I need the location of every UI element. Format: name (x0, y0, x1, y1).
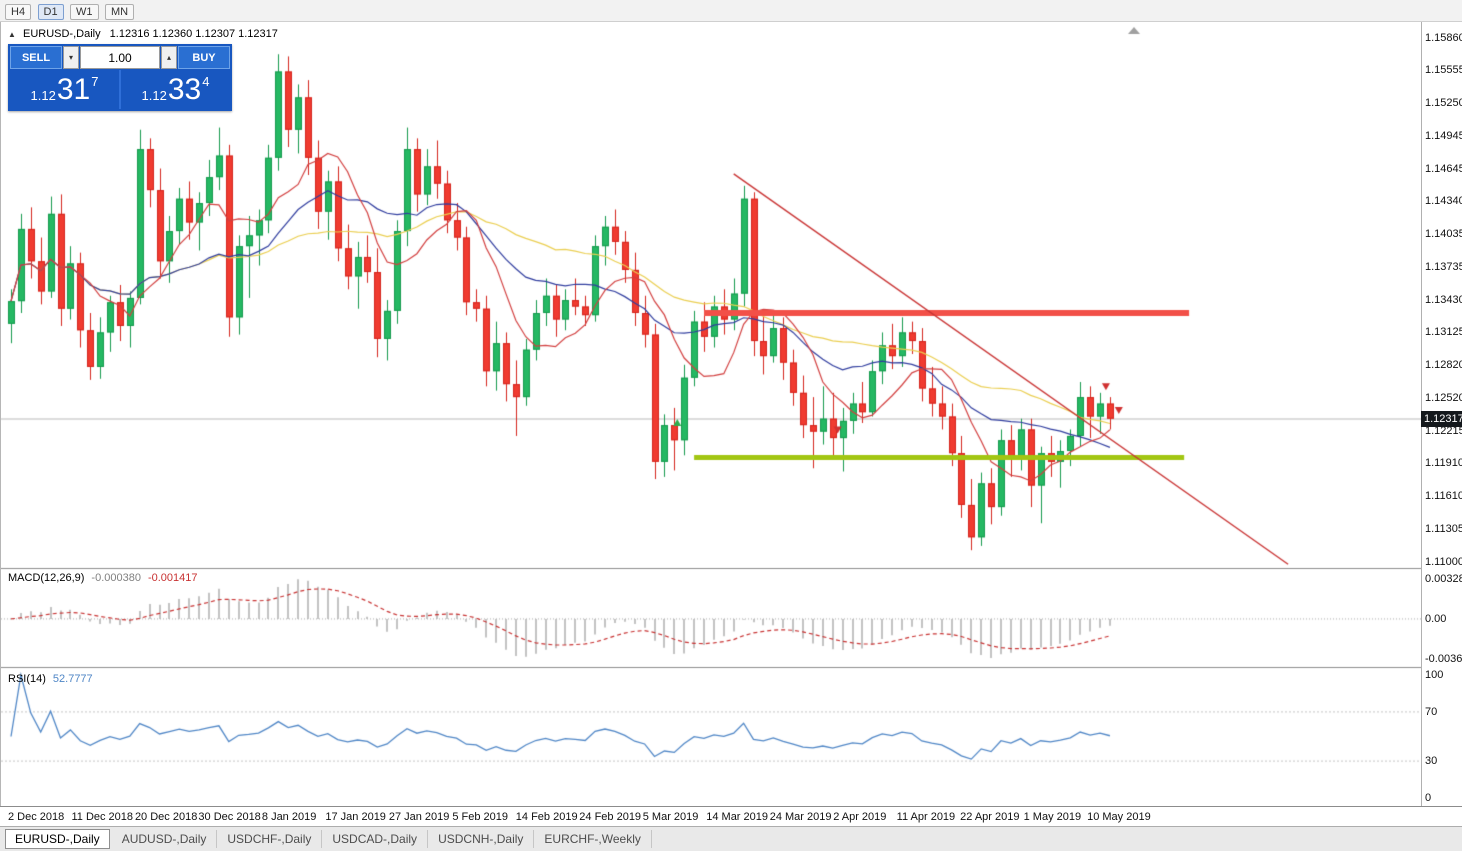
price-axis-label: 1.11000 (1425, 555, 1462, 568)
date-axis-label: 14 Mar 2019 (706, 811, 768, 823)
price-axis-label: 1.14945 (1425, 130, 1462, 143)
date-axis-label: 24 Feb 2019 (579, 811, 642, 823)
last-price-tag: 1.12317 (1421, 411, 1462, 427)
chart-tab-usdchf-daily[interactable]: USDCHF-,Daily (217, 830, 323, 848)
timeframe-button-h4[interactable]: H4 (5, 4, 32, 20)
price-axis-label: 1.15250 (1425, 97, 1462, 110)
date-axis-label: 20 Dec 2018 (134, 811, 198, 823)
rsi-value: 52.7777 (52, 673, 93, 685)
macd-axis-label: 0.003287 (1425, 573, 1462, 585)
one-click-toggle-icon[interactable]: ▲ (8, 30, 16, 39)
sell-price[interactable]: 1.12 31 7 (10, 70, 119, 109)
macd-main-value: -0.000380 (91, 572, 141, 584)
sell-price-big-digits: 31 (56, 72, 91, 106)
sell-button[interactable]: SELL (10, 46, 62, 69)
timeframe-button-d1[interactable]: D1 (37, 4, 64, 20)
price-axis-label: 1.11305 (1425, 522, 1462, 535)
price-axis-label: 1.14645 (1425, 162, 1462, 175)
price-divider (119, 70, 121, 109)
date-axis-label: 2 Dec 2018 (8, 811, 65, 823)
date-axis-label: 10 May 2019 (1087, 811, 1151, 823)
chevron-down-icon: ▾ (68, 53, 73, 62)
sell-price-pip-digit: 7 (91, 74, 99, 89)
buy-price[interactable]: 1.12 33 4 (121, 70, 230, 109)
buy-price-pip-digit: 4 (202, 74, 210, 89)
volume-increase-button[interactable]: ▴ (161, 46, 177, 69)
chart-title: ▲ EURUSD-,Daily 1.12316 1.12360 1.12307 … (8, 28, 278, 40)
chart-tab-usdcad-daily[interactable]: USDCAD-,Daily (322, 830, 429, 848)
macd-label: MACD(12,26,9) (8, 572, 85, 584)
chart-tab-audusd-daily[interactable]: AUDUSD-,Daily (112, 830, 218, 848)
timeframe-toolbar: H4 D1 W1 MN (0, 0, 1462, 22)
sell-price-prefix: 1.12 (30, 88, 56, 103)
rsi-label: RSI(14) (8, 673, 46, 685)
macd-axis-label: -0.003659 (1425, 653, 1462, 665)
date-axis-label: 8 Jan 2019 (261, 811, 317, 823)
rsi-axis-label: 0 (1425, 792, 1432, 804)
price-axis-label: 1.12520 (1425, 391, 1462, 404)
price-axis-label: 1.12820 (1425, 359, 1462, 372)
price-axis-label: 1.14340 (1425, 195, 1462, 208)
date-axis[interactable]: 2 Dec 2018 11 Dec 2018 20 Dec 2018 30 Dec 2… (0, 806, 1462, 826)
rsi-axis-label: 30 (1425, 755, 1438, 768)
price-chart-canvas[interactable] (1, 24, 1421, 806)
chart-symbol-label: EURUSD-,Daily (22, 28, 101, 40)
date-axis-label: 24 Mar 2019 (769, 811, 832, 823)
macd-signal-value: -0.001417 (147, 572, 198, 584)
chart-tab-usdcnh-daily[interactable]: USDCNH-,Daily (428, 830, 535, 848)
date-axis-label: 5 Mar 2019 (642, 811, 699, 823)
date-axis-label: 17 Jan 2019 (325, 811, 386, 823)
price-axis-label: 1.11910 (1425, 457, 1462, 470)
rsi-axis-label: 100 (1425, 669, 1444, 681)
chart-tab-bar: EURUSD-,Daily AUDUSD-,Daily USDCHF-,Daily U… (0, 826, 1462, 851)
date-axis-label: 14 Feb 2019 (515, 811, 578, 823)
rsi-axis-label: 70 (1425, 705, 1438, 718)
date-axis-label: 22 Apr 2019 (960, 811, 1020, 823)
chevron-up-icon: ▴ (166, 53, 171, 62)
buy-button[interactable]: BUY (178, 46, 230, 69)
date-axis-label: 27 Jan 2019 (388, 811, 450, 823)
price-axis-label: 1.13430 (1425, 293, 1462, 306)
buy-price-big-digits: 33 (167, 72, 202, 106)
timeframe-button-w1[interactable]: W1 (70, 4, 99, 20)
buy-price-prefix: 1.12 (141, 88, 167, 103)
date-axis-label: 11 Dec 2018 (71, 811, 134, 823)
chart-ohlc-values: 1.12316 1.12360 1.12307 1.12317 (109, 28, 278, 40)
price-axis-label: 1.15860 (1425, 31, 1462, 44)
volume-decrease-button[interactable]: ▾ (63, 46, 79, 69)
price-axis-label: 1.15555 (1425, 64, 1462, 77)
price-axis-label: 1.13735 (1425, 260, 1462, 273)
date-axis-label: 2 Apr 2019 (833, 811, 887, 823)
price-axis-label: 1.12215 (1425, 424, 1462, 437)
macd-header: MACD(12,26,9) -0.000380 -0.001417 (8, 572, 198, 584)
chart-tab-eurchf-weekly[interactable]: EURCHF-,Weekly (534, 830, 652, 848)
price-axis-label: 1.14035 (1425, 228, 1462, 241)
rsi-header: RSI(14) 52.7777 (8, 673, 93, 685)
date-axis-label: 5 Feb 2019 (452, 811, 508, 823)
timeframe-button-mn[interactable]: MN (104, 4, 135, 20)
volume-input[interactable] (80, 46, 160, 69)
date-axis-label: 1 May 2019 (1023, 811, 1082, 823)
price-axis-label: 1.11610 (1425, 489, 1462, 502)
date-axis-label: 30 Dec 2018 (198, 811, 261, 823)
chart-tab-eurusd-daily[interactable]: EURUSD-,Daily (5, 829, 110, 849)
macd-axis-label: 0.00 (1425, 612, 1447, 625)
price-axis-label: 1.13125 (1425, 326, 1462, 339)
date-axis-label: 11 Apr 2019 (896, 811, 956, 823)
